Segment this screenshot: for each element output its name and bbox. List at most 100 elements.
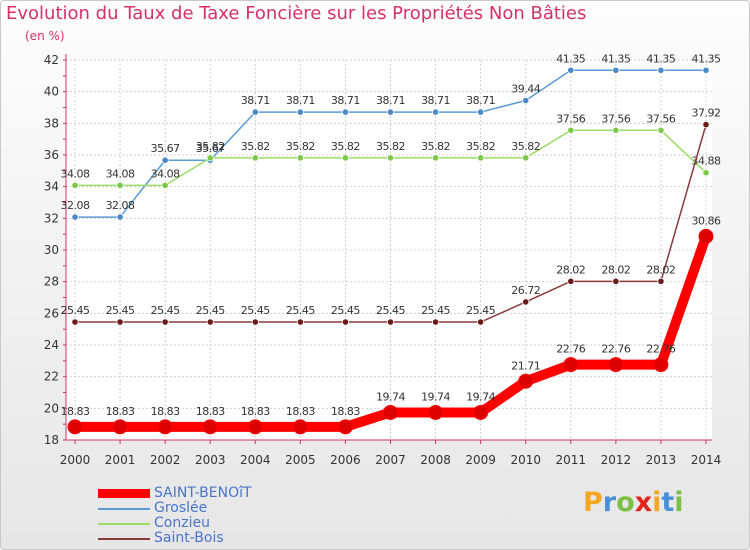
data-label: 28.02 — [556, 263, 585, 276]
logo-letter: i — [674, 487, 684, 518]
y-tick-label: 24 — [44, 338, 59, 352]
data-label: 35.82 — [286, 140, 315, 153]
series-saint-beno-t: 18.83 18.83 18.83 18.83 18.83 18.83 18.83 19.74… — [61, 214, 721, 435]
series-saint-bois: 25.45 25.45 25.45 25.45 25.45 25.45 25.45 25.45… — [61, 107, 721, 326]
x-tick-label: 2013 — [646, 453, 677, 467]
data-point — [296, 154, 304, 162]
data-label: 34.88 — [692, 155, 721, 168]
data-label: 38.71 — [421, 94, 450, 107]
data-label: 18.83 — [196, 405, 225, 418]
data-point — [112, 419, 128, 435]
data-point — [341, 318, 350, 326]
data-point — [157, 419, 173, 435]
y-tick-label: 20 — [44, 401, 59, 415]
data-label: 18.83 — [286, 405, 315, 418]
data-point — [383, 404, 398, 420]
data-point — [116, 213, 124, 221]
data-point — [251, 154, 259, 162]
data-label: 19.74 — [421, 390, 450, 403]
y-tick-label: 32 — [44, 211, 59, 225]
data-label: 25.45 — [106, 304, 135, 317]
legend-swatch — [98, 538, 150, 540]
data-point — [71, 318, 79, 326]
data-label: 21.71 — [511, 359, 540, 372]
x-tick-label: 2014 — [691, 453, 722, 467]
data-point — [522, 96, 530, 105]
data-point — [612, 277, 620, 285]
data-label: 32.08 — [61, 199, 90, 212]
data-point — [653, 357, 669, 373]
data-label: 35.82 — [241, 140, 270, 153]
data-label: 25.45 — [151, 304, 180, 317]
data-label: 41.35 — [646, 52, 675, 65]
data-label: 22.76 — [646, 343, 675, 356]
data-label: 35.67 — [196, 142, 225, 155]
data-label: 30.86 — [692, 214, 721, 227]
data-label: 18.83 — [331, 405, 360, 418]
y-tick-label: 26 — [44, 306, 59, 320]
x-tick-label: 2009 — [465, 453, 496, 467]
y-tick-label: 36 — [44, 148, 59, 162]
data-point — [431, 108, 440, 116]
data-label: 37.92 — [692, 107, 721, 120]
y-tick-label: 38 — [44, 116, 59, 130]
data-point — [518, 373, 534, 389]
y-tick-label: 40 — [44, 85, 59, 99]
y-tick-label: 28 — [44, 275, 59, 289]
y-tick-label: 34 — [44, 180, 59, 194]
data-point — [698, 228, 714, 244]
series-grosl-e: 32.08 32.08 35.67 35.67 38.71 38.71 38.71 38.71… — [61, 52, 721, 221]
y-tick-label: 30 — [44, 243, 59, 257]
data-label: 38.71 — [241, 94, 270, 107]
x-tick-label: 2004 — [240, 453, 271, 467]
data-point — [341, 108, 350, 116]
data-point — [612, 126, 620, 134]
data-point — [116, 181, 124, 189]
data-point — [431, 154, 440, 162]
data-label: 18.83 — [151, 405, 180, 418]
x-tick-label: 2008 — [420, 453, 451, 467]
data-point — [567, 126, 575, 134]
data-point — [247, 419, 263, 435]
data-point — [563, 357, 579, 373]
data-point — [296, 318, 304, 326]
data-point — [657, 66, 665, 74]
plot-area — [66, 60, 712, 440]
proxiti-logo: Proxiti — [583, 487, 684, 518]
x-tick-label: 2001 — [105, 453, 136, 467]
data-label: 38.71 — [466, 94, 495, 107]
data-label: 34.08 — [151, 167, 180, 180]
data-point — [428, 404, 444, 420]
data-label: 22.76 — [556, 343, 585, 356]
data-point — [477, 154, 485, 162]
data-point — [296, 108, 304, 116]
data-label: 35.82 — [511, 140, 540, 153]
data-label: 39.44 — [511, 83, 540, 96]
data-point — [567, 277, 575, 285]
data-label: 25.45 — [331, 304, 360, 317]
data-point — [116, 318, 124, 326]
data-point — [612, 66, 620, 74]
x-tick-label: 2011 — [556, 453, 587, 467]
data-label: 37.56 — [646, 112, 675, 125]
data-label: 38.71 — [376, 94, 405, 107]
data-label: 35.67 — [151, 142, 180, 155]
legend-swatch — [98, 523, 150, 525]
data-point — [386, 318, 395, 326]
data-label: 28.02 — [601, 263, 630, 276]
data-label: 34.08 — [106, 167, 135, 180]
data-label: 37.56 — [556, 112, 585, 125]
legend-label: Groslée — [154, 500, 208, 516]
data-point — [161, 156, 169, 164]
logo-letter: o — [616, 487, 635, 518]
data-label: 26.72 — [511, 284, 540, 297]
data-label: 41.35 — [556, 52, 585, 65]
x-tick-label: 2006 — [330, 453, 361, 467]
data-label: 41.35 — [601, 52, 630, 65]
data-point — [608, 357, 624, 373]
data-label: 28.02 — [646, 263, 675, 276]
data-point — [71, 181, 79, 189]
data-label: 35.82 — [331, 140, 360, 153]
data-label: 25.45 — [241, 304, 270, 317]
legend-swatch — [98, 489, 150, 498]
